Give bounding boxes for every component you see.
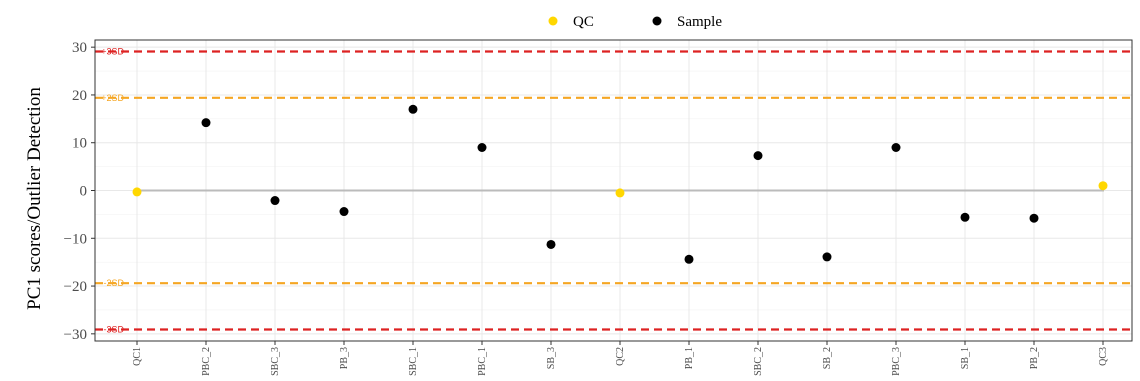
x-tick-label: PB_1 (684, 347, 695, 369)
y-tick-label: 0 (80, 184, 88, 200)
data-point-sample (270, 196, 280, 206)
reference-lines: +3SD +2SD -2SD -3SD (95, 46, 1132, 335)
reference-line-label: +2SD (101, 93, 124, 103)
x-tick-label: PBC_2 (201, 347, 212, 376)
x-tick-label: PBC_3 (891, 347, 902, 376)
data-point-sample (339, 207, 349, 217)
data-point-sample (753, 151, 763, 161)
data-point-sample (201, 118, 211, 128)
data-point-sample (891, 143, 901, 152)
reference-line-label: -3SD (103, 325, 124, 335)
y-tick-label: 20 (72, 88, 87, 104)
reference-line-label: +3SD (101, 46, 124, 56)
legend: QC Sample (548, 14, 722, 30)
data-points (132, 104, 1108, 264)
x-tick-label: SB_1 (960, 347, 971, 369)
legend-marker-sample (652, 16, 662, 26)
y-axis-label: PC1 scores/Outlier Detection (24, 87, 45, 310)
y-tick-label: 30 (72, 40, 87, 56)
x-axis: QC1 PBC_2 SBC_3 PB_3 SBC_1 PBC_1 SB_3 QC2 PB_1 SB… (132, 341, 1109, 376)
legend-marker-qc (548, 16, 558, 26)
y-tick-label: −10 (64, 231, 87, 247)
y-tick-label: −30 (64, 327, 87, 343)
reference-line-label: -2SD (103, 278, 124, 288)
y-axis: −30 −20 −10 0 10 20 30 (64, 40, 95, 343)
data-point-qc (1098, 181, 1108, 191)
y-tick-label: −20 (64, 279, 87, 295)
data-point-sample (1029, 213, 1039, 223)
x-tick-label: QC3 (1098, 347, 1109, 366)
x-tick-label: SBC_1 (408, 347, 419, 376)
legend-label-qc: QC (573, 14, 594, 30)
x-tick-label: QC1 (132, 347, 143, 366)
data-point-sample (408, 104, 418, 114)
x-tick-label: SB_3 (546, 347, 557, 369)
x-tick-label: PB_3 (339, 347, 350, 369)
x-tick-label: QC2 (615, 347, 626, 366)
data-point-qc (615, 188, 625, 198)
data-point-sample (477, 143, 487, 152)
y-tick-label: 10 (72, 136, 87, 152)
x-tick-label: SBC_3 (270, 347, 281, 376)
x-tick-label: PBC_1 (477, 347, 488, 376)
x-tick-label: SBC_2 (753, 347, 764, 376)
data-point-sample (822, 252, 832, 262)
data-point-sample (960, 212, 970, 222)
data-point-qc (132, 187, 142, 197)
x-tick-label: SB_2 (822, 347, 833, 369)
data-point-sample (546, 239, 556, 249)
x-tick-label: PB_2 (1029, 347, 1040, 369)
legend-label-sample: Sample (677, 14, 722, 30)
data-point-sample (684, 254, 694, 264)
